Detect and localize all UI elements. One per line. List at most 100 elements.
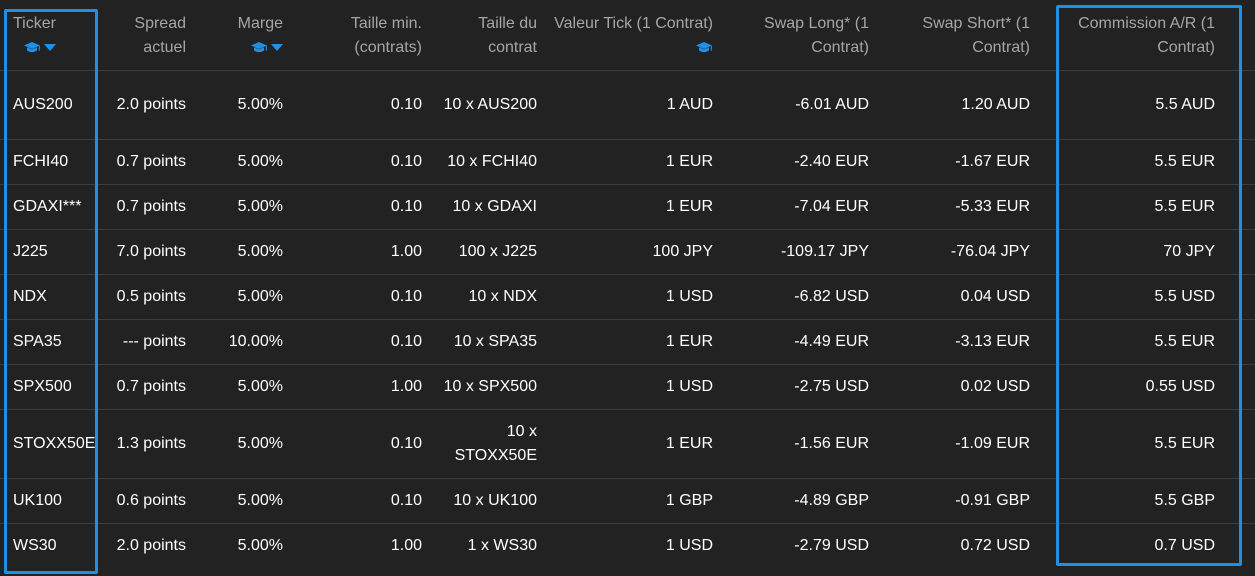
cell-contract-size: 100 x J225: [432, 229, 547, 275]
cell-commission: 0.55 USD: [1040, 364, 1255, 410]
cell-contract-size: 10 x SPA35: [432, 319, 547, 365]
cell-swap-long: -2.79 USD: [794, 537, 869, 555]
cell-contract-size: 10 x UK100: [432, 478, 547, 524]
cell-tick-value: 1 EUR: [547, 139, 723, 185]
cell-commission: 5.5 EUR: [1040, 319, 1255, 365]
cell-spread: 0.6 points: [96, 478, 196, 524]
caret-down-icon: [44, 43, 56, 51]
cell-tick-value: 100 JPY: [547, 229, 723, 275]
cell-commission: 5.5 USD: [1040, 274, 1255, 320]
cell-spread: 2.0 points: [96, 70, 196, 140]
cell-contract-size: 10 x AUS200: [432, 70, 547, 140]
cell-commission: 5.5 EUR: [1040, 184, 1255, 230]
table-row: AUS200 2.0 points 5.00% 0.10 10 x AUS200…: [0, 70, 1255, 140]
caret-down-icon: [271, 43, 283, 51]
cell-ticker: SPA35: [0, 319, 96, 365]
cell-min-size: 0.10: [293, 478, 432, 524]
cell-spread: --- points: [96, 319, 196, 365]
cell-min-size: 1.00: [390, 537, 422, 555]
cell-commission: 0.7 USD: [1154, 537, 1215, 555]
tick-value-info[interactable]: [695, 41, 713, 54]
cell-swap-short: -3.13 EUR: [879, 319, 1040, 365]
cell-swap-short: 0.72 USD: [960, 537, 1030, 555]
cell-commission: 5.5 GBP: [1040, 478, 1255, 524]
cell-spread: 0.7 points: [96, 184, 196, 230]
header-tick-value: Valeur Tick (1 Contrat): [547, 0, 723, 71]
cell-spread: 2.0 points: [116, 537, 186, 555]
header-tick-value-label: Valeur Tick (1 Contrat): [554, 15, 713, 32]
table-row: UK100 0.6 points 5.00% 0.10 10 x UK100 1…: [0, 478, 1255, 524]
header-commission: Commission A/R (1 Contrat): [1040, 0, 1255, 71]
cell-margin: 5.00%: [196, 478, 293, 524]
cell-margin: 5.00%: [196, 139, 293, 185]
cell-min-size: 1.00: [293, 364, 432, 410]
table-row: FCHI40 0.7 points 5.00% 0.10 10 x FCHI40…: [0, 139, 1255, 185]
cell-ticker: STOXX50E: [0, 409, 96, 479]
cell-ticker: GDAXI***: [0, 184, 96, 230]
cell-contract-size: 10 x FCHI40: [432, 139, 547, 185]
cell-spread: 0.5 points: [96, 274, 196, 320]
header-margin[interactable]: Marge: [196, 0, 293, 71]
header-swap-long: Swap Long* (1 Contrat): [723, 0, 879, 71]
header-margin-label: Marge: [237, 15, 283, 32]
cell-ticker: NDX: [0, 274, 96, 320]
cell-margin: 5.00%: [196, 409, 293, 479]
cell-spread: 0.7 points: [96, 139, 196, 185]
cell-swap-short: -5.33 EUR: [879, 184, 1040, 230]
cell-swap-short: -1.67 EUR: [879, 139, 1040, 185]
cell-contract-size: 10 x NDX: [432, 274, 547, 320]
header-ticker-label: Ticker: [13, 15, 56, 32]
cell-min-size: 1.00: [293, 229, 432, 275]
cell-swap-long: -7.04 EUR: [723, 184, 879, 230]
cell-min-size: 0.10: [293, 409, 432, 479]
cell-tick-value: 1 USD: [665, 537, 713, 555]
cell-contract-size: 10 x STOXX50E: [432, 409, 547, 479]
table-row: WS30 2.0 points 5.00% 1.00 1 x WS30 1 US…: [0, 524, 1255, 569]
cell-swap-long: -2.75 USD: [723, 364, 879, 410]
graduation-cap-icon: [251, 42, 267, 53]
cell-min-size: 0.10: [293, 70, 432, 140]
header-ticker[interactable]: Ticker: [0, 0, 96, 71]
cell-margin: 5.00%: [196, 364, 293, 410]
cell-margin: 5.00%: [237, 537, 283, 555]
margin-sort-control[interactable]: [250, 41, 283, 54]
cell-tick-value: 1 AUD: [547, 70, 723, 140]
cell-margin: 5.00%: [196, 70, 293, 140]
table-body: AUS200 2.0 points 5.00% 0.10 10 x AUS200…: [0, 70, 1255, 569]
cell-min-size: 0.10: [293, 184, 432, 230]
cell-ticker: WS30: [13, 537, 57, 555]
cell-commission: 5.5 EUR: [1040, 139, 1255, 185]
cell-contract-size: 10 x GDAXI: [432, 184, 547, 230]
cell-contract-size: 1 x WS30: [467, 537, 537, 555]
cell-swap-short: -1.09 EUR: [879, 409, 1040, 479]
cell-contract-size: 10 x SPX500: [432, 364, 547, 410]
table-row: SPA35 --- points 10.00% 0.10 10 x SPA35 …: [0, 319, 1255, 365]
cell-spread: 0.7 points: [96, 364, 196, 410]
cell-ticker: FCHI40: [0, 139, 96, 185]
table-row: NDX 0.5 points 5.00% 0.10 10 x NDX 1 USD…: [0, 274, 1255, 320]
graduation-cap-icon: [24, 42, 40, 53]
header-min-size: Taille min. (contrats): [293, 0, 432, 71]
cell-swap-long: -6.82 USD: [723, 274, 879, 320]
cell-swap-short: 0.04 USD: [879, 274, 1040, 320]
ticker-sort-control[interactable]: [23, 41, 56, 54]
cell-spread: 1.3 points: [96, 409, 196, 479]
header-contract-size: Taille du contrat: [432, 0, 547, 71]
cell-min-size: 0.10: [293, 319, 432, 365]
cell-tick-value: 1 EUR: [547, 319, 723, 365]
cell-tick-value: 1 USD: [547, 364, 723, 410]
cell-commission: 70 JPY: [1040, 229, 1255, 275]
cell-margin: 5.00%: [196, 184, 293, 230]
cell-swap-long: -2.40 EUR: [723, 139, 879, 185]
table-row: SPX500 0.7 points 5.00% 1.00 10 x SPX500…: [0, 364, 1255, 410]
cell-min-size: 0.10: [293, 274, 432, 320]
cell-swap-long: -1.56 EUR: [723, 409, 879, 479]
cell-tick-value: 1 EUR: [547, 184, 723, 230]
cell-spread: 7.0 points: [96, 229, 196, 275]
cell-min-size: 0.10: [293, 139, 432, 185]
cell-ticker: UK100: [0, 478, 96, 524]
cell-tick-value: 1 USD: [547, 274, 723, 320]
cell-margin: 5.00%: [196, 229, 293, 275]
cell-tick-value: 1 GBP: [547, 478, 723, 524]
